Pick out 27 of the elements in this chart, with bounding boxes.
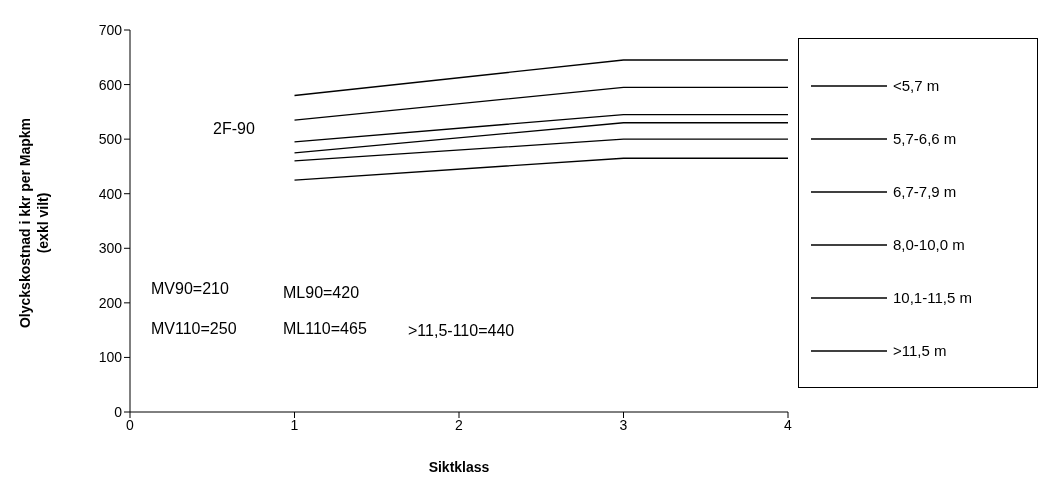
y-axis-title: Olyckskostnad i kkr per Mapkm (exkl vilt) [17,117,51,329]
y-tick-label: 600 [98,76,123,93]
x-tick-label: 0 [126,416,135,433]
text: 6,7-7,9 m [893,183,957,200]
annotation: >11,5-110=440 [408,322,515,340]
y-tick-label: 0 [114,403,123,420]
annotation: 2F-90 [213,120,255,138]
y-tick-label: 100 [98,349,123,366]
x-axis-title: Siktklass [428,459,490,475]
x-tick-label: 4 [784,416,793,433]
text: <5,7 m [893,77,940,94]
annotation: ML90=420 [283,284,360,302]
annotation: MV110=250 [151,320,237,338]
text: 5,7-6,6 m [893,130,957,147]
text: >11,5 m [893,342,947,359]
text: 10,1-11,5 m [893,289,972,306]
x-tick-label: 1 [290,416,299,433]
y-tick-label: 200 [98,294,123,311]
y-tick-label: 700 [98,21,123,38]
y-tick-label: 400 [98,185,123,202]
x-tick-label: 3 [619,416,628,433]
y-tick-label: 300 [98,240,123,257]
annotation: MV90=210 [151,280,229,298]
y-tick-label: 500 [98,131,123,148]
text: 8,0-10,0 m [893,236,965,253]
x-tick-label: 2 [455,416,464,433]
annotation: ML110=465 [283,320,367,338]
